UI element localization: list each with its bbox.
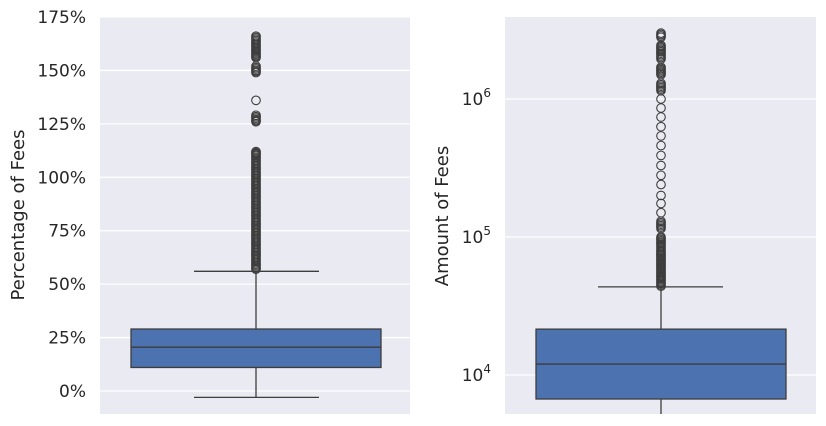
outlier-point bbox=[656, 281, 666, 292]
y-tick-label: 75% bbox=[48, 222, 86, 242]
outlier-point bbox=[251, 31, 261, 42]
right-boxplot bbox=[535, 28, 787, 414]
outlier-point bbox=[656, 32, 666, 43]
y-tick-label: 150% bbox=[37, 61, 86, 81]
outlier-point bbox=[656, 207, 666, 218]
right-y-axis-label: Amount of Fees bbox=[432, 146, 453, 286]
outlier-point bbox=[656, 253, 666, 264]
outlier-point bbox=[251, 35, 261, 46]
y-tick-label: 125% bbox=[37, 115, 86, 135]
left-subplot: 0% 25% 50% 75% 100% 125% 150% 175% Percentage o… bbox=[8, 8, 410, 414]
outlier-point bbox=[656, 69, 666, 80]
right-y-tick-labels: 104 105 106 bbox=[462, 86, 491, 386]
outlier-point bbox=[656, 190, 666, 201]
outlier-point bbox=[656, 264, 666, 275]
outlier-point bbox=[656, 223, 666, 234]
left-y-axis-label: Percentage of Fees bbox=[8, 130, 29, 301]
y-tick-label: 100% bbox=[37, 168, 86, 188]
right-subplot: 104 105 106 Amount of Fees bbox=[432, 17, 816, 414]
outlier-point bbox=[251, 50, 261, 61]
outlier-point bbox=[656, 150, 666, 161]
y-tick-label: 175% bbox=[37, 8, 86, 28]
outlier-point bbox=[656, 270, 666, 280]
y-tick-label: 25% bbox=[48, 329, 86, 349]
outlier-point bbox=[656, 247, 666, 257]
outlier-point bbox=[656, 179, 666, 190]
outlier-point bbox=[656, 198, 666, 209]
outlier-point bbox=[656, 170, 666, 181]
outlier-point bbox=[656, 160, 666, 171]
y-tick-label: 106 bbox=[462, 86, 491, 110]
outlier-point bbox=[251, 110, 261, 121]
y-tick-label: 0% bbox=[59, 382, 86, 402]
y-tick-label: 104 bbox=[462, 362, 491, 386]
outlier-point bbox=[656, 239, 666, 250]
y-tick-label: 105 bbox=[462, 224, 491, 248]
outlier-point bbox=[656, 259, 666, 270]
outlier-point bbox=[251, 146, 261, 157]
outlier-point bbox=[251, 65, 261, 76]
outlier-point bbox=[656, 274, 666, 285]
outlier-point bbox=[656, 140, 666, 151]
y-tick-label: 50% bbox=[48, 275, 86, 295]
interquartile-box bbox=[130, 328, 382, 369]
outlier-point bbox=[656, 121, 666, 132]
outlier-point bbox=[656, 131, 666, 141]
outlier-point bbox=[656, 40, 666, 51]
left-boxplot bbox=[130, 31, 382, 399]
outlier-point bbox=[656, 85, 666, 96]
outlier-point bbox=[656, 28, 666, 39]
outlier-point bbox=[251, 114, 261, 125]
outlier-point bbox=[251, 95, 261, 106]
outlier-point bbox=[656, 46, 666, 57]
outlier-point bbox=[656, 54, 666, 64]
left-y-tick-labels: 0% 25% 50% 75% 100% 125% 150% 175% bbox=[37, 8, 86, 402]
